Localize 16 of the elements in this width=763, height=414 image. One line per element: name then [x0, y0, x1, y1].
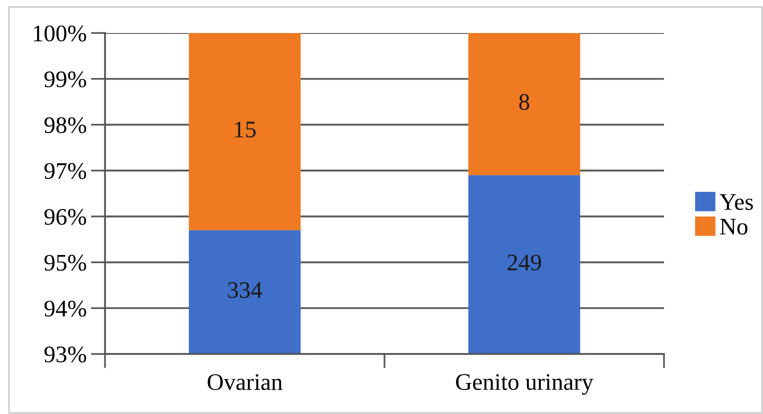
annotation: 249 [508, 254, 541, 270]
y-tick-label: 97% [44, 163, 86, 180]
annotation: 334 [228, 282, 262, 298]
y-tick-label: 98% [44, 117, 86, 134]
annotation: 8 [519, 94, 530, 110]
y-tick-label: 96% [44, 208, 86, 225]
y-tick-label: 93% [44, 346, 86, 362]
y-tick-label: 100% [34, 25, 86, 42]
legend-label: No [720, 218, 748, 235]
x-tick-label: Ovarian [208, 374, 282, 390]
y-tick-label: 94% [44, 300, 86, 317]
legend-label: Yes [720, 194, 753, 210]
y-tick-label: 95% [44, 254, 86, 271]
y-tick-label: 99% [44, 71, 86, 88]
x-tick-label: Genito urinary [456, 374, 594, 395]
annotation: 15 [235, 122, 256, 138]
